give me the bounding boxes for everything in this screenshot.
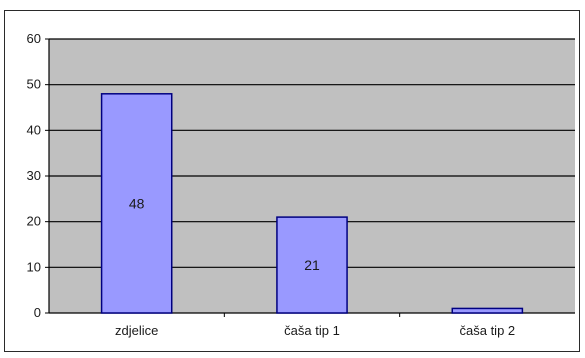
- bar: [451, 307, 524, 314]
- x-tick-label: čaša tip 2: [460, 323, 516, 338]
- y-tick-label: 40: [27, 122, 41, 137]
- y-tick-label: 20: [27, 214, 41, 229]
- y-tick-label: 30: [27, 168, 41, 183]
- x-tick-label: čaša tip 1: [284, 323, 340, 338]
- data-label: 21: [304, 257, 320, 273]
- y-tick-label: 60: [27, 31, 41, 46]
- bar-chart: 0 10 20 30 40 50 60 zdjelice 48 čaša tip 1 21 čaša …: [27, 31, 575, 338]
- x-tick-label: zdjelice: [115, 323, 158, 338]
- y-tick-label: 50: [27, 77, 41, 92]
- data-label: 48: [129, 195, 145, 211]
- bar: [276, 216, 348, 314]
- y-tick-label: 0: [34, 305, 41, 320]
- y-tick-label: 10: [27, 259, 41, 274]
- chart-frame: 0 10 20 30 40 50 60 zdjelice 48 čaša tip 1 21 čaša …: [4, 10, 580, 352]
- bar: [100, 93, 173, 314]
